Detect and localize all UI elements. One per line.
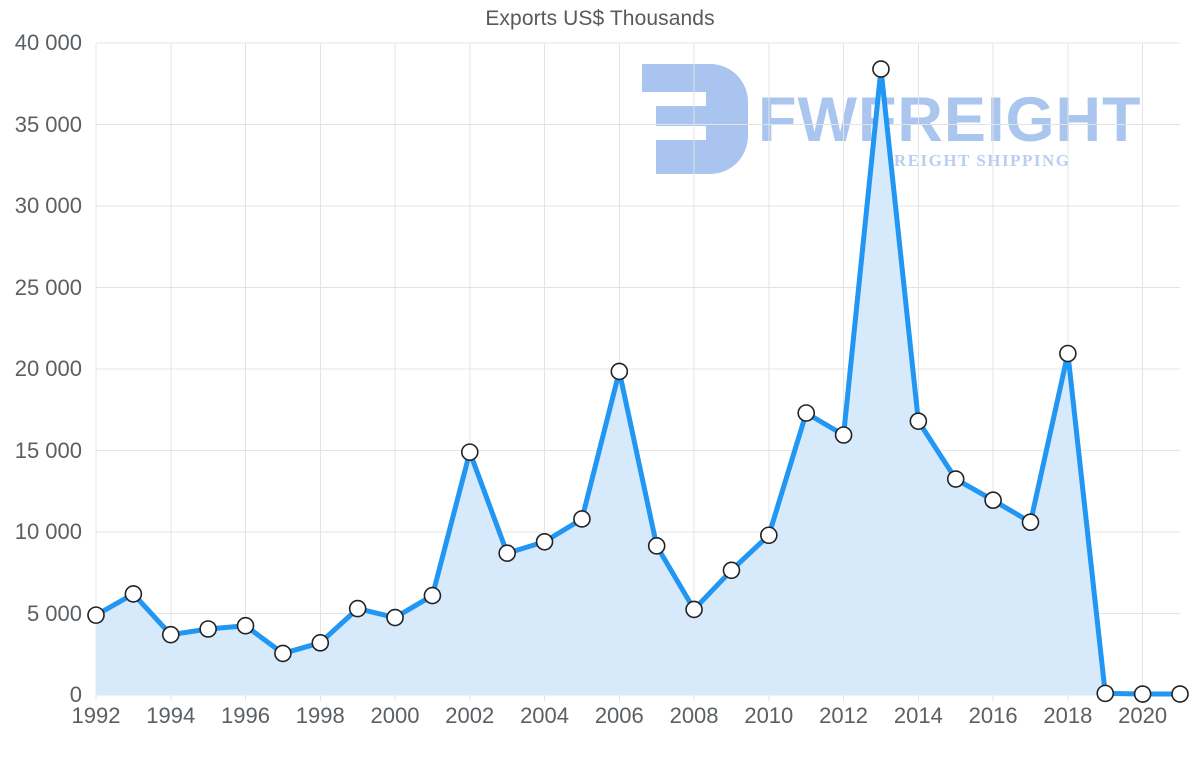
x-axis-tick-label: 1994	[146, 703, 196, 728]
x-axis-tick-label: 2012	[819, 703, 869, 728]
x-axis-tick-label: 2006	[594, 703, 644, 728]
data-point[interactable]	[610, 362, 629, 381]
data-point[interactable]	[685, 600, 703, 619]
x-axis-tick-label: 2014	[893, 703, 943, 728]
data-point[interactable]	[946, 470, 965, 488]
data-point[interactable]	[87, 606, 105, 624]
x-axis-tick-label: 2008	[669, 703, 719, 728]
data-point[interactable]	[984, 491, 1002, 510]
data-point[interactable]	[872, 60, 890, 78]
data-point[interactable]	[386, 608, 404, 627]
y-axis-tick-label: 15 000	[14, 437, 82, 463]
data-point[interactable]	[423, 586, 442, 605]
data-point[interactable]	[573, 510, 591, 528]
x-axis-tick-label: 2010	[744, 703, 794, 728]
data-point[interactable]	[760, 526, 778, 545]
data-point[interactable]	[124, 585, 143, 603]
x-axis-tick-label: 2000	[370, 703, 420, 728]
data-point[interactable]	[722, 561, 741, 580]
data-point[interactable]	[1021, 513, 1040, 532]
data-point[interactable]	[1133, 685, 1152, 703]
chart-title: Exports US$ Thousands	[485, 7, 715, 30]
x-axis-tick-label: 2016	[968, 703, 1018, 728]
y-axis-tick-label: 10 000	[14, 519, 82, 544]
x-axis-tick-label: 1992	[71, 703, 121, 728]
data-point[interactable]	[498, 544, 516, 562]
data-point[interactable]	[535, 532, 554, 551]
data-point[interactable]	[348, 599, 367, 618]
data-point[interactable]	[460, 443, 479, 461]
data-point[interactable]	[161, 625, 180, 644]
data-point[interactable]	[834, 426, 853, 444]
data-point[interactable]	[1096, 684, 1115, 703]
data-point[interactable]	[236, 616, 255, 635]
x-axis-tick-label: 1996	[221, 703, 270, 728]
x-axis-tick-label: 2004	[520, 703, 570, 728]
data-point[interactable]	[909, 412, 928, 430]
y-axis-tick-label: 35 000	[14, 111, 82, 137]
y-axis-tick-label: 40 000	[14, 30, 82, 55]
x-axis-tick-label: 2020	[1118, 703, 1168, 728]
data-point[interactable]	[1171, 685, 1189, 703]
data-point[interactable]	[797, 404, 816, 422]
y-axis-tick-label: 25 000	[14, 274, 82, 300]
y-axis-tick-label: 0	[69, 682, 82, 707]
y-axis-tick-label: 5 000	[26, 600, 82, 626]
data-point[interactable]	[311, 634, 330, 652]
y-axis-tick-label: 30 000	[14, 193, 82, 218]
y-axis-tick-label: 20 000	[14, 356, 82, 381]
x-axis-tick-label: 2002	[445, 703, 495, 728]
data-point[interactable]	[199, 620, 217, 638]
x-axis-tick-label: 1998	[295, 703, 345, 728]
data-point[interactable]	[1059, 344, 1077, 363]
data-point[interactable]	[274, 644, 292, 663]
x-axis-tick-label: 2018	[1043, 703, 1093, 728]
data-point[interactable]	[647, 537, 666, 555]
